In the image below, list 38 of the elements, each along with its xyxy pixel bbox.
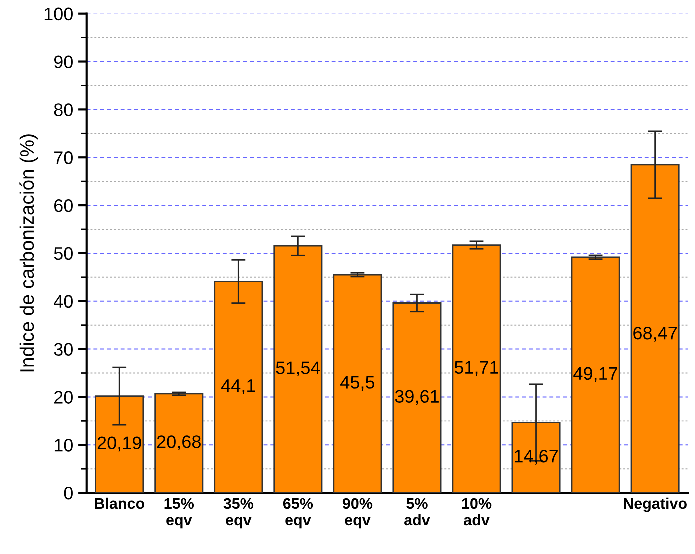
bar: [214, 281, 264, 494]
y-tick-label: 40: [54, 295, 73, 308]
x-tick-label: 5% adv: [404, 498, 430, 526]
y-tick-label: 30: [54, 343, 73, 356]
y-tick-label: 0: [64, 486, 73, 500]
bar: [452, 244, 502, 494]
bar: [392, 302, 442, 494]
x-tick-label: 65% eqv: [283, 498, 314, 529]
y-tick-label: 10: [54, 439, 73, 452]
y-tick-label: 100: [44, 8, 73, 21]
bar: [154, 393, 204, 494]
data-label: 68,47: [634, 326, 677, 342]
bar: [571, 256, 620, 494]
data-label: 20,68: [157, 436, 201, 450]
bar: [630, 164, 680, 494]
y-tick-label: 90: [54, 56, 73, 68]
y-tick-label: 50: [54, 247, 73, 260]
x-tick-label: 90% eqv: [342, 498, 373, 529]
x-tick-label: 35% eqv: [224, 498, 254, 529]
y-tick-label: 80: [54, 104, 73, 116]
y-tick-label: 20: [54, 391, 73, 404]
x-tick-label: Blanco: [95, 498, 144, 510]
data-label: 49,17: [574, 367, 618, 382]
x-tick-label: Negativo: [624, 498, 687, 512]
data-label: 44,1: [222, 380, 256, 394]
bar: [333, 274, 382, 494]
data-label: 51,54: [276, 362, 320, 377]
data-label: 20,19: [98, 436, 142, 452]
x-tick-label: 15% eqv: [164, 498, 194, 529]
data-label: 45,5: [340, 376, 375, 392]
data-label: 51,71: [454, 361, 498, 376]
bar: [95, 396, 144, 494]
x-tick-label: 10% adv: [462, 498, 492, 526]
bar: [274, 245, 323, 494]
y-tick-label: 70: [54, 152, 73, 164]
y-axis-title: Indice de carbonización (%): [20, 134, 38, 372]
data-label: 39,61: [395, 390, 439, 406]
y-tick-label: 60: [54, 199, 73, 212]
